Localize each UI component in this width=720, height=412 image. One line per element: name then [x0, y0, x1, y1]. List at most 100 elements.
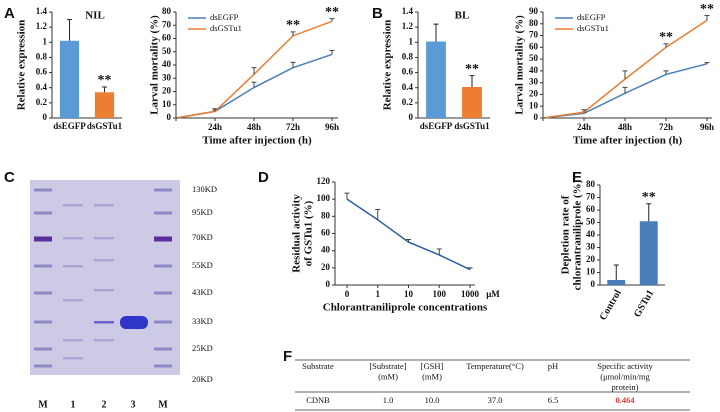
legend-label: dsEGFP — [210, 12, 239, 22]
y-tick-label: 30 — [162, 72, 172, 82]
gel-band — [34, 236, 52, 242]
x-tick-label: 72h — [286, 122, 300, 132]
table-header: [Substrate] — [369, 361, 406, 371]
y-tick-label: 40 — [586, 229, 596, 239]
bar — [462, 86, 482, 118]
y-tick-label: 70 — [529, 30, 539, 40]
gel-band — [34, 320, 52, 324]
table-header: [GSH] — [421, 361, 444, 371]
significance: ** — [98, 73, 112, 88]
y-tick-label: 50 — [586, 217, 596, 227]
y-tick-label: 30 — [586, 242, 596, 252]
y-tick-label: 80 — [321, 210, 331, 220]
gel-band — [94, 321, 114, 324]
y-tick-label: 90 — [529, 6, 539, 16]
lane-label: M — [158, 399, 168, 410]
table-header: Substrate — [302, 361, 334, 371]
gel-band — [154, 211, 172, 215]
y-tick-label: 0 — [43, 112, 48, 122]
gel-band — [34, 347, 52, 351]
y-tick-label: 50 — [162, 46, 172, 56]
y-tick-label: 1.4 — [402, 6, 414, 16]
table-header: (μmol/min/mg — [600, 371, 650, 381]
y-tick-label: 0.4 — [402, 82, 414, 92]
significance: ** — [286, 18, 300, 33]
x-tick-label: GSTu1 — [632, 288, 656, 319]
y-tick-label: 30 — [529, 77, 539, 87]
x-tick-label: 24h — [208, 122, 222, 132]
line-series — [542, 63, 708, 119]
lane-label: 3 — [131, 399, 136, 410]
x-tick-label: 48h — [618, 122, 632, 132]
table-header: protein) — [612, 382, 639, 392]
y-tick-label: 20 — [586, 254, 596, 264]
legend-label: dsGSTu1 — [577, 23, 609, 33]
table-cell: 10.0 — [425, 395, 440, 405]
line-series — [542, 19, 708, 119]
y-tick-label: 70 — [162, 19, 172, 29]
y-tick-label: 0 — [167, 112, 172, 122]
y-axis-label: Relative expression — [382, 20, 394, 111]
y-tick-label: 80 — [162, 6, 172, 16]
panel-label: C — [4, 169, 15, 186]
gel-band — [34, 291, 52, 295]
y-axis-label: Residual activity — [291, 194, 303, 273]
marker-label: 70KD — [192, 232, 213, 242]
marker-label: 33KD — [192, 316, 213, 326]
y-tick-label: 0.6 — [36, 67, 48, 77]
table-cell: CDNB — [306, 395, 330, 405]
y-tick-label: 80 — [586, 179, 596, 189]
significance: ** — [659, 30, 673, 45]
gel-band — [154, 236, 172, 242]
x-tick-label: 1000 — [461, 289, 480, 299]
y-tick-label: 0 — [591, 279, 596, 289]
panel-label: D — [258, 169, 269, 186]
marker-label: 25KD — [192, 343, 213, 353]
y-tick-label: 1.2 — [36, 21, 48, 31]
gel-band — [63, 299, 83, 302]
y-tick-label: 70 — [586, 192, 596, 202]
gel-band — [154, 264, 172, 268]
y-tick-label: 40 — [162, 59, 172, 69]
marker-label: 130KD — [192, 184, 217, 194]
y-tick-label: 0 — [534, 112, 539, 122]
chart-title: NIL — [85, 10, 105, 22]
x-tick-label: 100 — [433, 289, 447, 299]
table-cell: 0.464 — [615, 395, 635, 405]
x-tick-label: dsGSTu1 — [87, 121, 123, 131]
x-unit: μM — [486, 289, 500, 299]
y-axis-label: chlorantraniliprole (%) — [572, 179, 584, 290]
x-tick-label: 96h — [700, 122, 714, 132]
panel-label: F — [283, 348, 292, 365]
gel-band — [63, 237, 83, 240]
y-tick-label: 0.2 — [402, 97, 414, 107]
legend-label: dsEGFP — [577, 12, 606, 22]
lane-label: 1 — [71, 399, 76, 410]
x-axis-label: Time after injection (h) — [202, 135, 312, 147]
gel-band — [94, 289, 114, 292]
bar — [59, 40, 80, 119]
y-tick-label: 10 — [529, 100, 539, 110]
y-axis-label: of GSTu1 (%) — [303, 200, 315, 266]
gel-band — [63, 204, 83, 207]
table-header: pH — [548, 361, 558, 371]
y-tick-label: 0.4 — [36, 82, 48, 92]
y-tick-label: 1.2 — [402, 21, 414, 31]
y-tick-label: 60 — [586, 204, 596, 214]
gel-band — [34, 211, 52, 215]
significance: ** — [325, 5, 339, 20]
y-tick-label: 0.2 — [36, 97, 48, 107]
gel-band — [34, 364, 52, 368]
table-cell: 6.5 — [548, 395, 559, 405]
y-tick-label: 0 — [409, 112, 414, 122]
panel-label: E — [572, 169, 582, 186]
table-cell: 37.0 — [488, 395, 503, 405]
y-axis-label: Relative expression — [16, 20, 28, 111]
marker-label: 55KD — [192, 260, 213, 270]
gel-band — [154, 291, 172, 295]
x-tick-label: Control — [598, 288, 624, 322]
y-axis-label: Larval mortality (%) — [514, 15, 526, 115]
significance: ** — [465, 62, 479, 77]
y-tick-label: 20 — [321, 262, 331, 272]
gel-band — [120, 316, 148, 329]
